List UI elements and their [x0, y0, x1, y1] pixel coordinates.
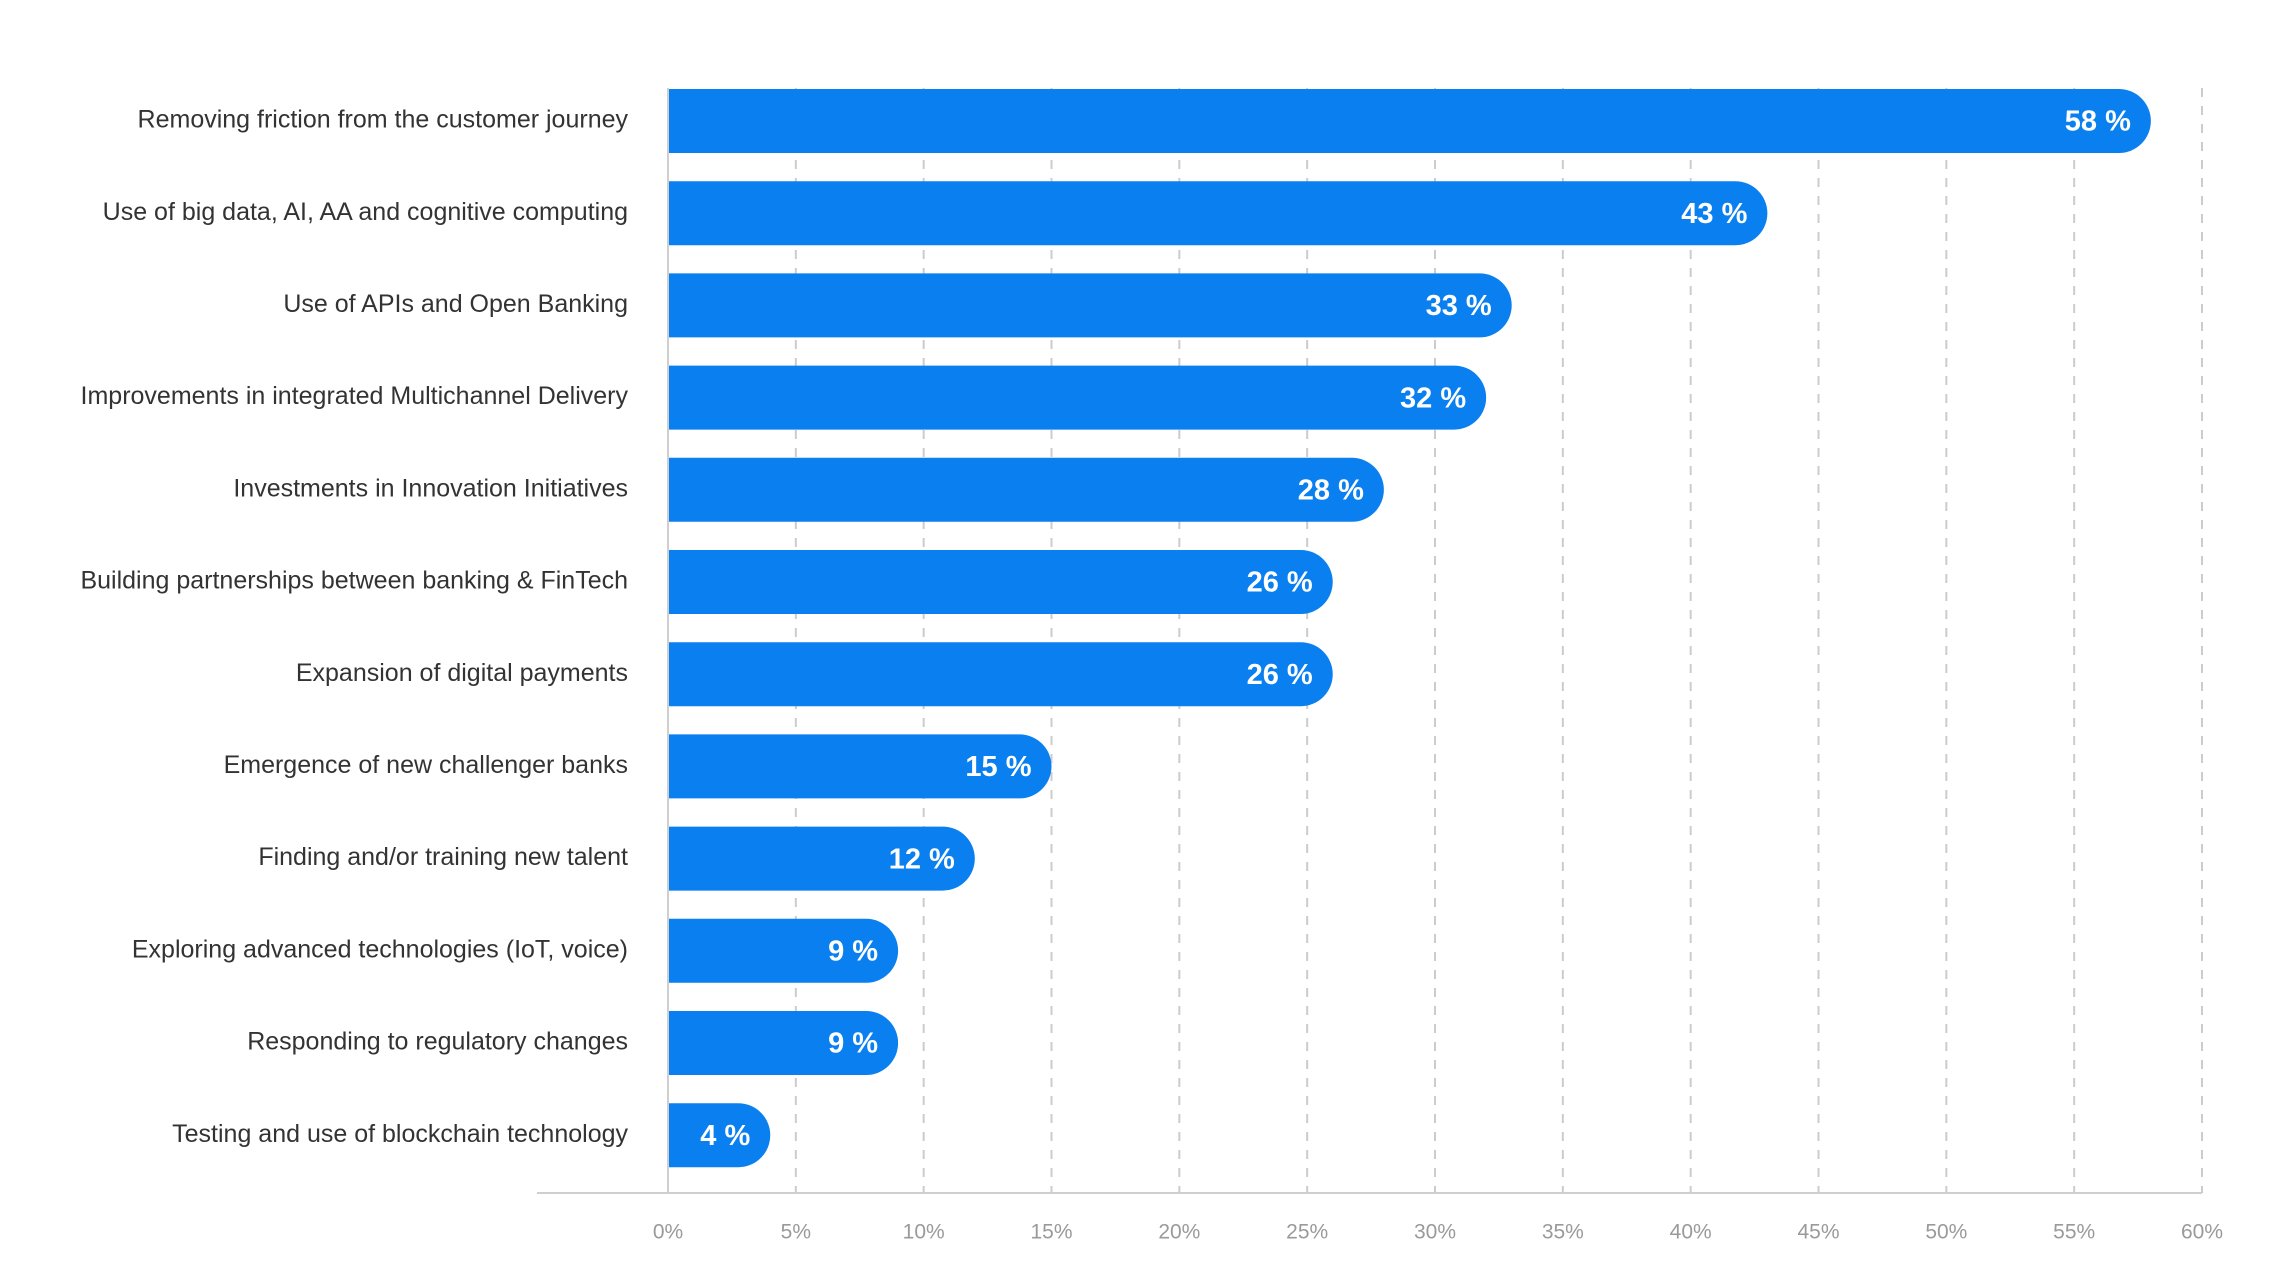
- bar-value-label: 9 %: [828, 935, 878, 967]
- x-tick-label: 0%: [653, 1221, 683, 1244]
- x-tick-label: 50%: [1925, 1221, 1967, 1244]
- bar-value-label: 26 %: [1247, 659, 1313, 691]
- bar-value-label: 33 %: [1426, 290, 1492, 322]
- bar: [668, 734, 1052, 799]
- category-label: Expansion of digital payments: [296, 659, 628, 687]
- category-label: Emergence of new challenger banks: [224, 751, 628, 779]
- x-tick-label: 60%: [2181, 1221, 2223, 1244]
- bar-value-label: 28 %: [1298, 474, 1364, 506]
- bar-value-label: 12 %: [889, 843, 955, 875]
- x-tick-label: 15%: [1030, 1221, 1072, 1244]
- category-label: Finding and/or training new talent: [258, 843, 628, 871]
- category-label: Improvements in integrated Multichannel …: [81, 382, 629, 410]
- bar-value-label: 4 %: [700, 1120, 750, 1152]
- bar: [668, 89, 2151, 153]
- category-labels: Removing friction from the customer jour…: [80, 106, 628, 1148]
- bar: [668, 1103, 771, 1168]
- category-label: Use of APIs and Open Banking: [283, 290, 628, 318]
- bar-value-label: 58 %: [2065, 106, 2131, 138]
- x-tick-label: 40%: [1670, 1221, 1712, 1244]
- bar: [668, 642, 1333, 707]
- bar: [668, 826, 975, 891]
- grid-lines: [794, 88, 2203, 1193]
- bar: [668, 918, 899, 983]
- bar-value-label: 32 %: [1400, 382, 1466, 414]
- category-label: Exploring advanced technologies (IoT, vo…: [132, 935, 628, 963]
- category-label: Use of big data, AI, AA and cognitive co…: [103, 198, 628, 226]
- x-axis-tick-labels: 0% 5% 10% 15% 20% 25% 30% 35% 40% 45% 50% 55% 60%: [653, 1221, 2223, 1244]
- category-label: Building partnerships between banking & …: [80, 567, 628, 595]
- bar-value-label: 26 %: [1247, 567, 1313, 599]
- category-label: Investments in Innovation Initiatives: [233, 474, 628, 502]
- bar: [668, 273, 1512, 338]
- x-tick-label: 35%: [1542, 1221, 1584, 1244]
- x-tick-label: 45%: [1797, 1221, 1839, 1244]
- x-tick-label: 55%: [2053, 1221, 2095, 1244]
- bar: [668, 365, 1487, 430]
- bar-value-label: 15 %: [965, 751, 1031, 783]
- category-label: Testing and use of blockchain technology: [172, 1120, 628, 1148]
- bars: 58 % 43 % 33 % 32 % 28 % 26 % 26 % 15 % 12 % 9 % 9…: [668, 89, 2151, 1168]
- x-tick-label: 5%: [781, 1221, 811, 1244]
- bar: [668, 181, 1768, 246]
- x-tick-label: 10%: [903, 1221, 945, 1244]
- bar: [668, 1011, 899, 1075]
- category-label: Removing friction from the customer jour…: [138, 106, 629, 134]
- bar: [668, 550, 1333, 614]
- bar: [668, 457, 1384, 522]
- x-tick-label: 30%: [1414, 1221, 1456, 1244]
- x-tick-label: 25%: [1286, 1221, 1328, 1244]
- bar-value-label: 43 %: [1681, 198, 1747, 230]
- category-label: Responding to regulatory changes: [247, 1028, 628, 1056]
- x-tick-label: 20%: [1158, 1221, 1200, 1244]
- bar-value-label: 9 %: [828, 1028, 878, 1060]
